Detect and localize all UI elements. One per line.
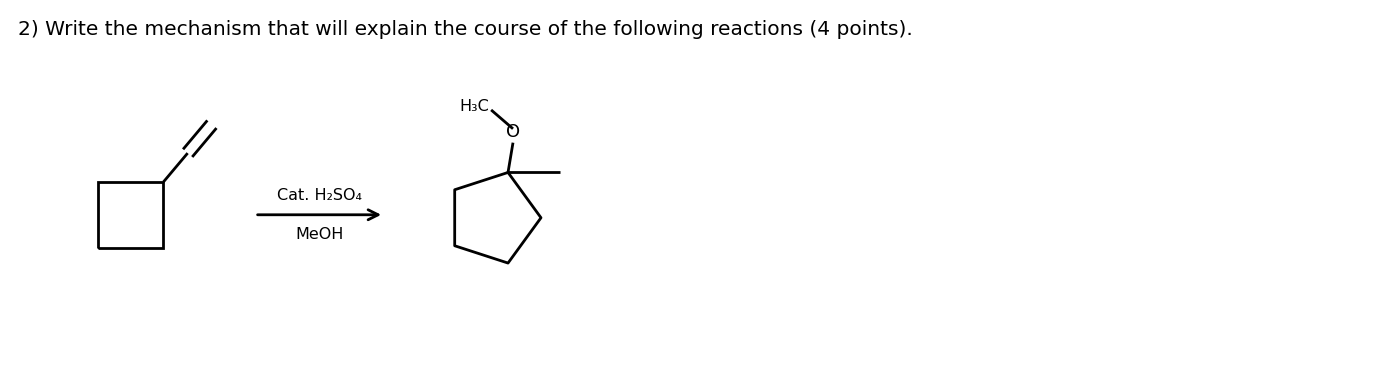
- Text: O: O: [506, 123, 520, 141]
- Text: 2) Write the mechanism that will explain the course of the following reactions (: 2) Write the mechanism that will explain…: [18, 20, 913, 39]
- Text: Cat. H₂SO₄: Cat. H₂SO₄: [277, 188, 362, 203]
- Text: H₃C: H₃C: [460, 100, 489, 114]
- Text: MeOH: MeOH: [296, 227, 343, 242]
